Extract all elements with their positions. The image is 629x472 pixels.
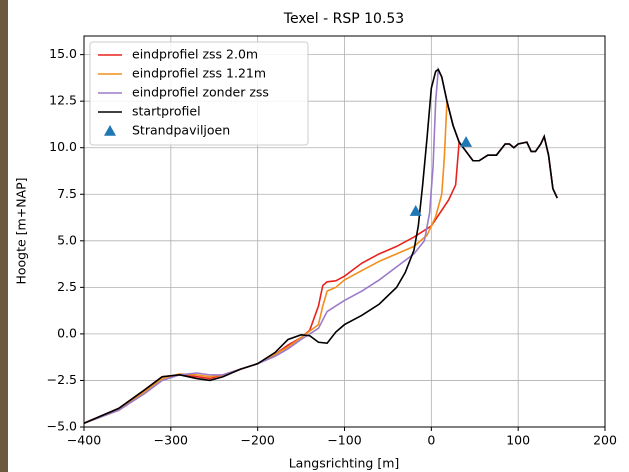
x-tick-label: −400 [67,433,101,448]
x-tick-label: 100 [506,433,530,448]
x-tick-label: 200 [593,433,617,448]
legend-label: startprofiel [132,104,201,119]
x-axis-label: Langsrichting [m] [289,456,400,471]
y-tick-label: 7.5 [57,186,77,201]
x-tick-label: 0 [427,433,435,448]
legend-box [89,41,309,146]
y-tick-label: 0.0 [57,325,77,340]
y-axis-label: Hoogte [m+NAP] [14,177,29,284]
marker [460,136,473,147]
y-tick-label: 2.5 [57,279,77,294]
marker [409,205,422,216]
legend-label: Strandpaviljoen [132,123,230,138]
x-tick-label: −200 [240,433,274,448]
y-tick-label: 12.5 [49,93,77,108]
series-line [83,100,558,425]
x-tick-label: −300 [154,433,188,448]
plot-frame [83,35,606,428]
x-tick-label: −100 [327,433,361,448]
legend-label: eindprofiel zonder zss [132,85,269,100]
y-tick-label: 10.0 [49,139,77,154]
y-tick-label: −5.0 [47,419,77,434]
y-tick-label: −2.5 [47,372,77,387]
legend-marker [104,125,116,136]
chart-title: Texel - RSP 10.53 [283,11,404,27]
series-line [83,68,558,425]
background-strip [0,0,8,472]
legend-label: eindprofiel zss 1.21m [132,66,266,81]
legend-label: eindprofiel zss 2.0m [132,47,258,62]
y-tick-label: 15.0 [49,46,77,61]
y-tick-label: 5.0 [57,232,77,247]
